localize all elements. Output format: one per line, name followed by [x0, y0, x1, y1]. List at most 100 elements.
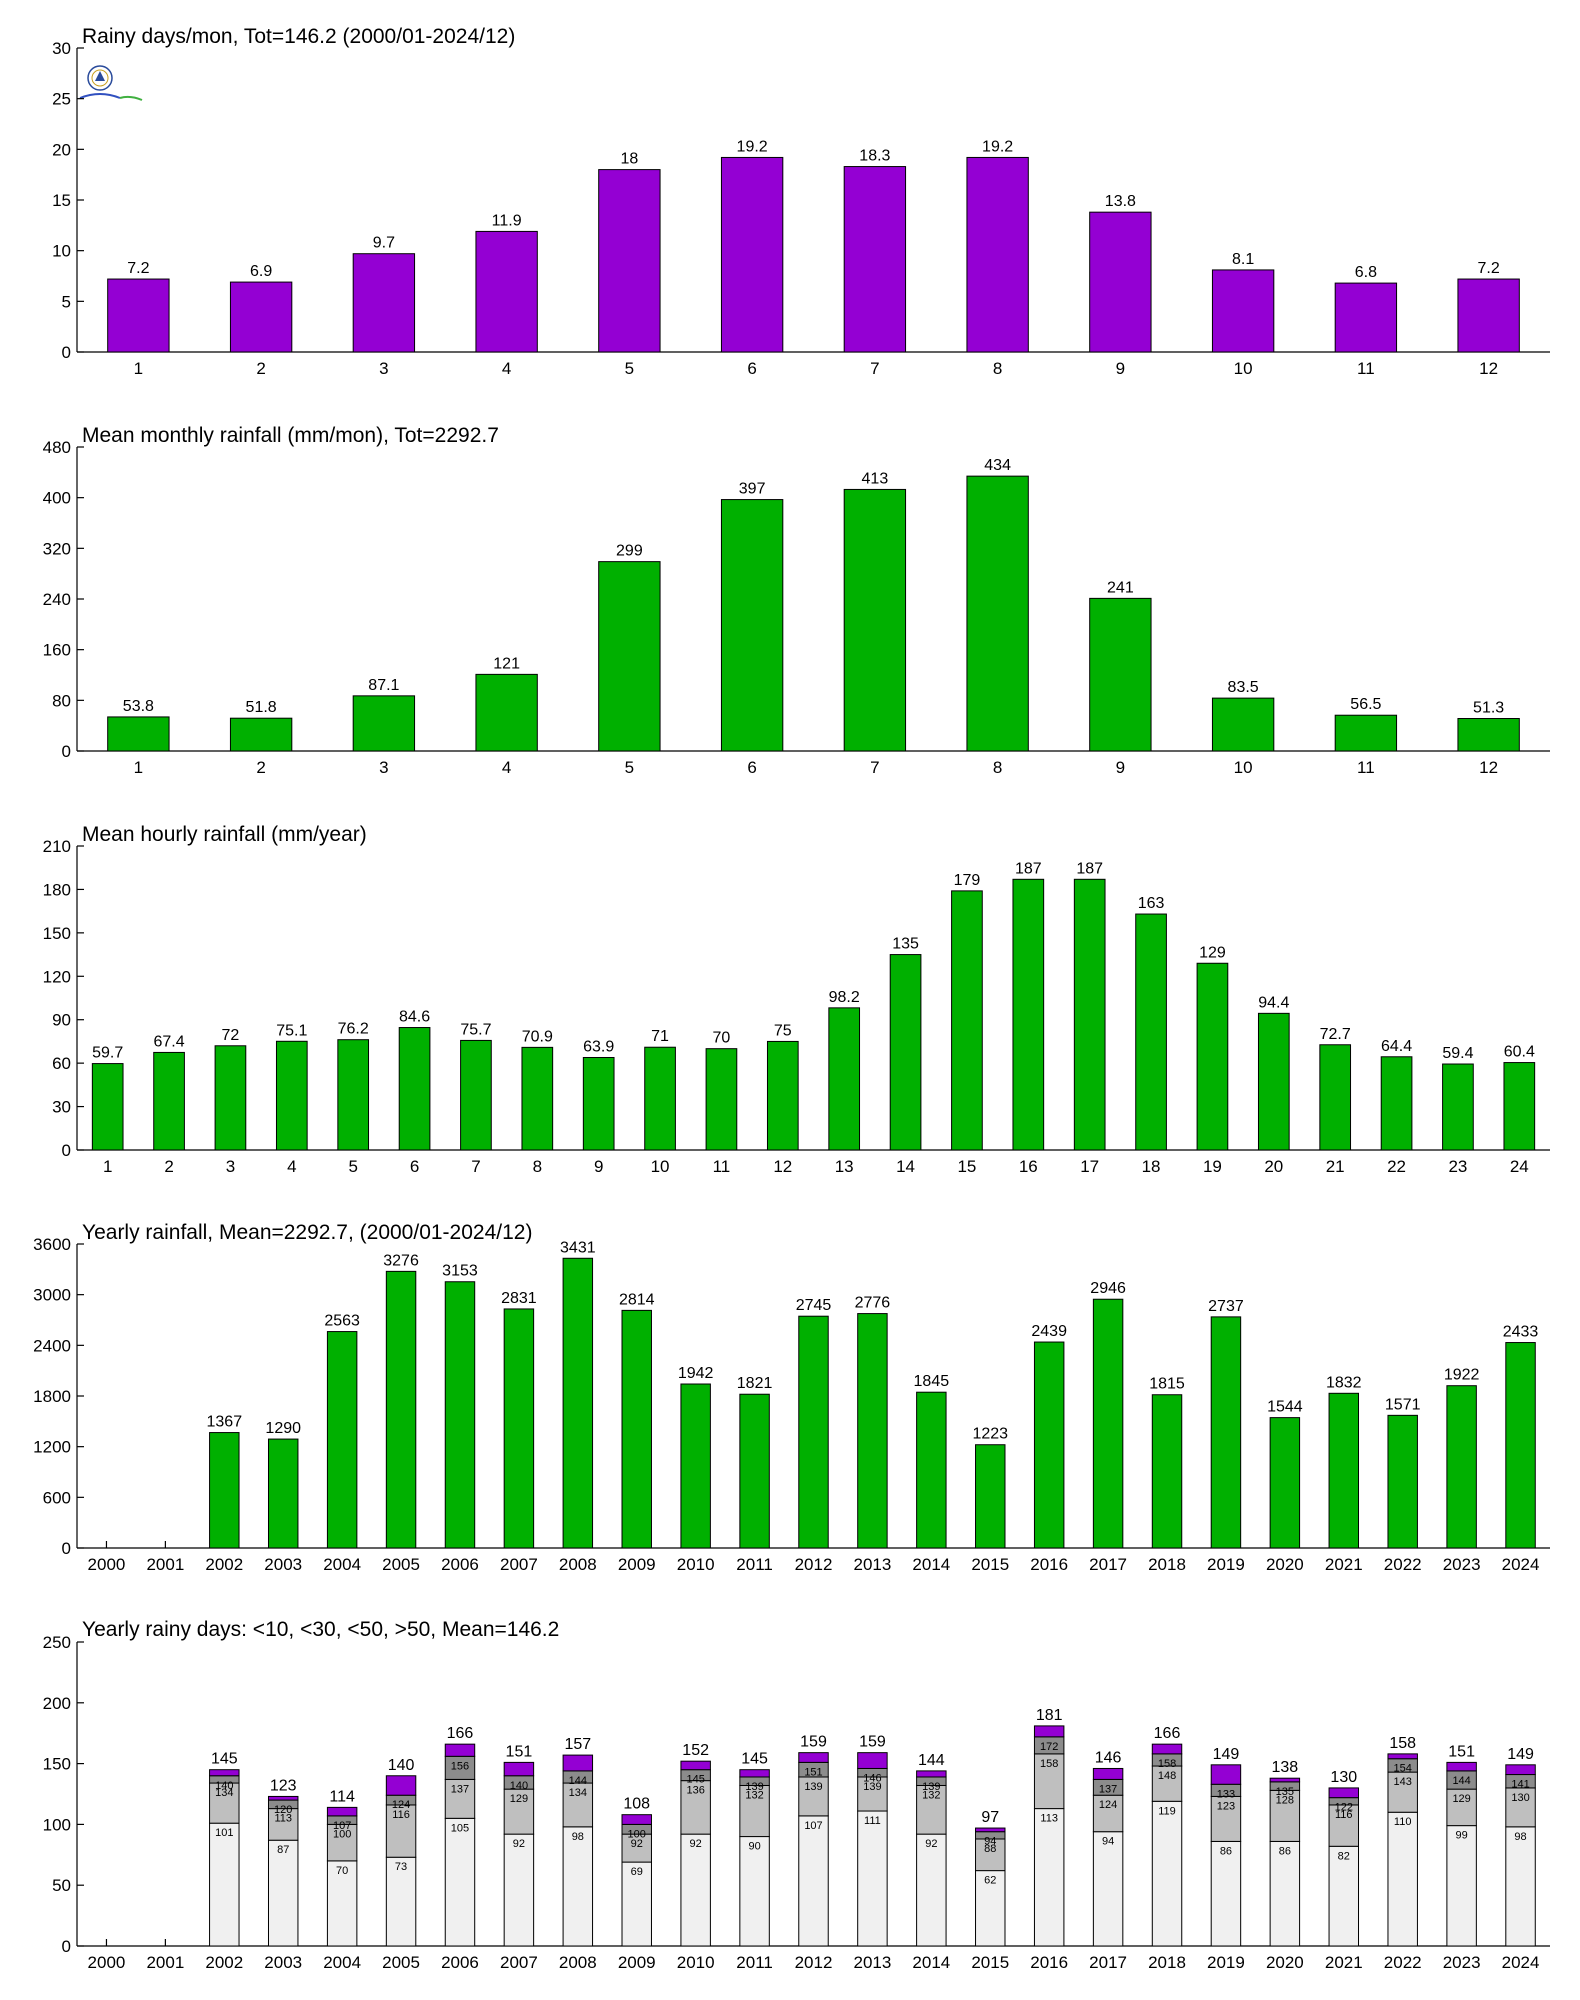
- segment-lt30: [975, 1838, 1006, 1872]
- x-tick-label: 2018: [1148, 1555, 1186, 1574]
- bar-value-label: 13.8: [1105, 193, 1136, 210]
- segment-lt10: [1151, 1800, 1183, 1947]
- x-tick-label: 2020: [1266, 1555, 1304, 1574]
- segment-value-label: 120: [274, 1804, 292, 1816]
- y-tick-label: 15: [52, 191, 71, 210]
- bar-value-label: 413: [862, 470, 889, 487]
- bar-value-label: 59.7: [92, 1045, 123, 1062]
- y-tick-label: 400: [43, 489, 71, 508]
- segment-value-label: 139: [804, 1781, 822, 1793]
- bar-value-label: 72.7: [1320, 1026, 1351, 1043]
- bar-value-label: 7.2: [127, 260, 149, 277]
- bar: [1334, 282, 1398, 353]
- x-tick-label: 14: [896, 1157, 915, 1176]
- segment-value-label: 140: [215, 1780, 233, 1792]
- x-tick-label: 3: [379, 359, 388, 378]
- x-tick-label: 2024: [1502, 1953, 1540, 1972]
- bar-total-label: 181: [1036, 1707, 1063, 1724]
- x-tick-label: 2014: [912, 1953, 950, 1972]
- bar: [385, 1270, 417, 1549]
- y-tick-label: 0: [62, 1937, 71, 1956]
- x-tick-label: 4: [502, 758, 511, 777]
- bar-value-label: 19.2: [982, 138, 1013, 155]
- x-tick-label: 2009: [618, 1555, 656, 1574]
- segment-gt50: [209, 1769, 240, 1777]
- x-tick-label: 8: [993, 758, 1002, 777]
- bar-value-label: 1223: [972, 1426, 1008, 1443]
- segment-value-label: 134: [215, 1787, 233, 1799]
- x-tick-label: 10: [1234, 758, 1253, 777]
- bar: [521, 1046, 554, 1151]
- segment-value-label: 92: [690, 1838, 702, 1850]
- bar-value-label: 94.4: [1258, 994, 1289, 1011]
- y-tick-label: 5: [62, 292, 71, 311]
- segment-value-label: 137: [451, 1783, 469, 1795]
- bar: [1269, 1417, 1301, 1549]
- x-tick-label: 12: [1479, 359, 1498, 378]
- chart-title: Mean monthly rainfall (mm/mon), Tot=2292…: [82, 424, 499, 447]
- bar-total-label: 97: [981, 1809, 999, 1826]
- y-tick-label: 0: [62, 1539, 71, 1558]
- bar: [951, 890, 983, 1151]
- segment-value-label: 132: [922, 1789, 940, 1801]
- x-tick-label: 13: [835, 1157, 854, 1176]
- segment-gt50: [1446, 1761, 1477, 1772]
- x-tick-label: 2004: [323, 1555, 361, 1574]
- bar-value-label: 67.4: [153, 1033, 184, 1050]
- x-tick-label: 2023: [1443, 1953, 1481, 1972]
- segment-gt50: [621, 1814, 652, 1825]
- y-tick-label: 120: [43, 967, 71, 986]
- segment-value-label: 94: [1102, 1836, 1114, 1848]
- segment-value-label: 134: [569, 1787, 587, 1799]
- x-tick-label: 2019: [1207, 1555, 1245, 1574]
- segment-value-label: 144: [569, 1775, 587, 1787]
- station-logo-icon: [79, 65, 143, 101]
- segment-lt30: [1387, 1771, 1418, 1813]
- x-tick-label: 7: [870, 359, 879, 378]
- segment-value-label: 119: [1158, 1805, 1176, 1817]
- bar-total-label: 157: [564, 1736, 591, 1753]
- segment-lt10: [680, 1833, 711, 1947]
- y-tick-label: 180: [43, 880, 71, 899]
- x-tick-label: 3: [379, 758, 388, 777]
- bar-value-label: 299: [616, 543, 643, 560]
- bar-value-label: 7.2: [1478, 260, 1500, 277]
- x-tick-label: 21: [1326, 1157, 1345, 1176]
- x-tick-label: 5: [348, 1157, 357, 1176]
- bar-total-label: 108: [623, 1796, 650, 1813]
- bar-total-label: 138: [1272, 1759, 1299, 1776]
- bar: [966, 475, 1029, 752]
- x-tick-label: 2015: [971, 1953, 1009, 1972]
- bar-value-label: 3431: [560, 1239, 596, 1256]
- bar: [857, 1313, 888, 1549]
- segment-value-label: 113: [1040, 1813, 1058, 1825]
- x-tick-label: 4: [287, 1157, 296, 1176]
- segment-value-label: 172: [1040, 1741, 1058, 1753]
- y-tick-label: 0: [62, 1141, 71, 1160]
- x-tick-label: 7: [471, 1157, 480, 1176]
- bar-value-label: 1815: [1149, 1376, 1185, 1393]
- segment-value-label: 98: [1514, 1831, 1526, 1843]
- bar-total-label: 159: [859, 1734, 886, 1751]
- bar-value-label: 3153: [442, 1263, 478, 1280]
- segment-lt30: [562, 1782, 594, 1828]
- bar: [975, 1444, 1006, 1549]
- bar: [598, 169, 661, 353]
- x-tick-label: 2011: [736, 1555, 773, 1574]
- segment-value-label: 136: [686, 1785, 704, 1797]
- x-tick-label: 2003: [264, 1555, 302, 1574]
- segment-gt50: [444, 1743, 476, 1757]
- bar: [153, 1051, 185, 1151]
- y-tick-label: 25: [52, 90, 71, 109]
- segment-value-label: 129: [1452, 1793, 1470, 1805]
- x-tick-label: 2002: [205, 1953, 243, 1972]
- x-tick-label: 18: [1142, 1157, 1161, 1176]
- x-tick-label: 2: [256, 758, 265, 777]
- segment-lt10: [798, 1815, 829, 1947]
- y-tick-label: 30: [52, 39, 71, 58]
- x-tick-label: 2: [256, 359, 265, 378]
- x-tick-label: 2019: [1207, 1953, 1245, 1972]
- bar-total-label: 114: [329, 1788, 355, 1805]
- segment-value-label: 101: [215, 1827, 233, 1839]
